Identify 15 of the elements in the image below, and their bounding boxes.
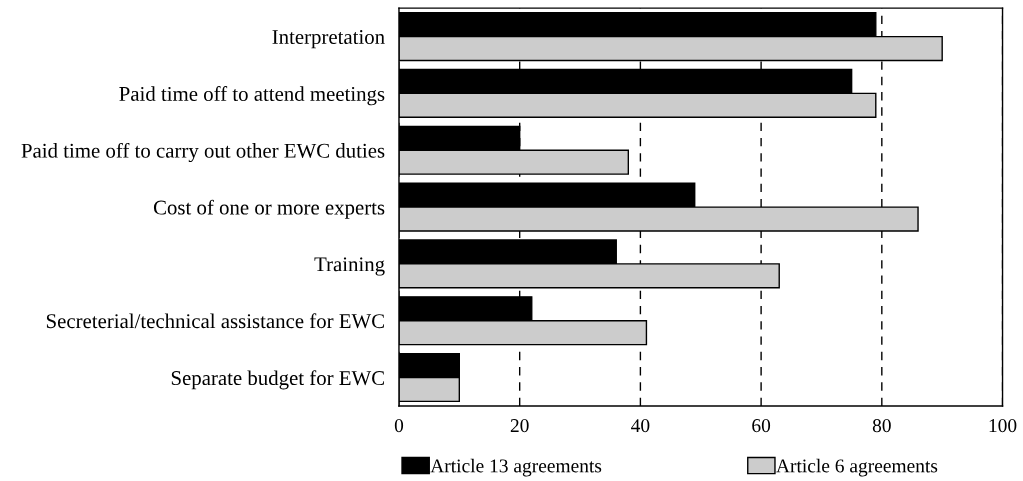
x-tick-label: 0 [394,419,404,433]
x-tick-label: 100 [989,419,1017,433]
legend-label: Article 6 agreements [776,458,938,477]
y-tick-label: Interpretation [272,30,385,49]
y-tick-label: Paid time off to attend meetings [119,86,385,106]
x-tick-label: 20 [510,419,529,433]
legend-label: Article 13 agreements [430,458,602,477]
x-tick-label: 40 [631,419,650,433]
y-tick-label: Training [314,257,385,276]
x-tick-label: 60 [752,419,771,433]
y-tick-label: Separate budget for EWC [171,370,384,390]
x-tick-label: 80 [872,419,891,433]
y-tick-label: Secreterial/technical assistance for EWC [46,313,384,329]
y-tick-label: Cost of one or more experts [153,199,385,219]
y-tick-label: Paid time off to carry out other EWC duties [21,142,385,163]
